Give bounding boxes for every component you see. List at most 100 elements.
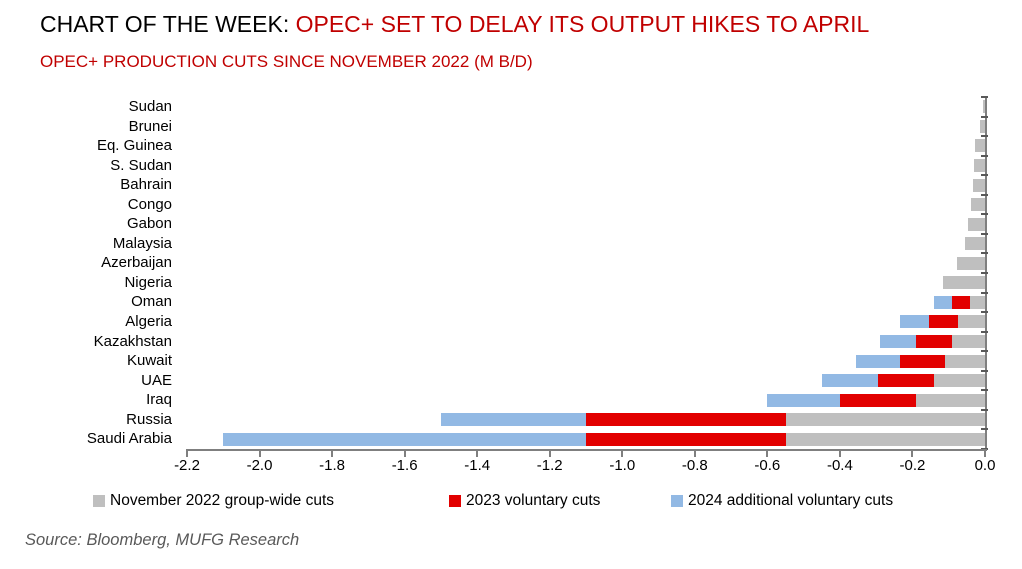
source-note: Source: Bloomberg, MUFG Research — [25, 531, 300, 549]
x-axis-tick-label: -0.8 — [681, 457, 708, 474]
bar-row — [187, 276, 985, 290]
bar-segment-gray-sudan — [983, 100, 985, 114]
bar-row — [187, 432, 985, 446]
bar-row — [187, 374, 985, 388]
country-label: Gabon — [126, 215, 172, 233]
country-label: Algeria — [125, 313, 172, 331]
chart-subtitle: OPEC+ PRODUCTION CUTS SINCE NOVEMBER 202… — [40, 52, 533, 71]
x-axis-tick-label: -0.2 — [899, 457, 926, 474]
x-axis-line — [187, 449, 987, 451]
row-boundary-tick — [981, 252, 988, 255]
row-boundary-tick — [981, 428, 988, 431]
row-boundary-tick — [981, 232, 988, 235]
x-axis-tick — [403, 449, 406, 457]
bar-segment-gray-saudi-arabia — [785, 432, 985, 446]
row-boundary-tick — [981, 115, 988, 118]
row-boundary-tick — [981, 213, 988, 216]
x-axis-tick — [258, 449, 261, 457]
bar-row — [187, 198, 985, 212]
x-axis-tick — [838, 449, 841, 457]
bar-segment-gray-bahrain — [972, 178, 985, 192]
bar-segment-gray-nigeria — [943, 276, 985, 290]
bar-row — [187, 413, 985, 427]
x-axis-tick — [766, 449, 769, 457]
x-axis-tick — [693, 449, 696, 457]
country-label: Azerbaijan — [101, 254, 172, 272]
row-boundary-tick — [981, 389, 988, 392]
bar-segment-red-saudi-arabia — [586, 432, 786, 446]
country-label: Eq. Guinea — [96, 137, 172, 155]
row-boundary-tick — [981, 154, 988, 157]
bar-row — [187, 256, 985, 270]
x-axis-tick — [548, 449, 551, 457]
bar-segment-blue-uae — [821, 374, 878, 388]
bar-segment-blue-iraq — [767, 393, 840, 407]
country-label: Nigeria — [124, 273, 172, 291]
chart-legend: November 2022 group-wide cuts 2023 volunt… — [0, 492, 1022, 512]
country-label: Sudan — [128, 98, 172, 115]
country-label: Kuwait — [126, 352, 172, 370]
bar-segment-blue-kuwait — [856, 354, 900, 368]
bar-segment-gray-oman — [970, 295, 985, 309]
country-label: Bahrain — [120, 176, 172, 194]
bar-segment-blue-oman — [934, 295, 953, 309]
bar-segment-gray-algeria — [957, 315, 985, 329]
bar-segment-gray-azerbaijan — [957, 256, 985, 270]
country-label: Kazakhstan — [93, 332, 172, 350]
row-boundary-tick — [981, 291, 988, 294]
bar-segment-red-kazakhstan — [916, 334, 953, 348]
country-label: Russia — [126, 410, 172, 428]
legend-item: November 2022 group-wide cuts — [93, 492, 334, 510]
zero-axis-line — [985, 97, 987, 451]
bar-segment-red-iraq — [839, 393, 917, 407]
title-prefix: CHART OF THE WEEK: — [40, 11, 296, 37]
x-axis-tick-label: -1.2 — [536, 457, 563, 474]
bar-segment-red-russia — [586, 413, 786, 427]
country-label: Brunei — [128, 117, 172, 135]
bar-segment-gray-brunei — [979, 119, 985, 133]
x-axis-tick-label: 0.0 — [974, 457, 996, 474]
bar-segment-red-kuwait — [899, 354, 946, 368]
bar-segment-blue-algeria — [899, 315, 929, 329]
row-boundary-tick — [981, 350, 988, 353]
bar-segment-gray-gabon — [967, 217, 985, 231]
bar-row — [187, 139, 985, 153]
row-boundary-tick — [981, 272, 988, 274]
bar-segment-gray-iraq — [916, 393, 985, 407]
row-boundary-tick — [981, 330, 988, 333]
bar-segment-red-oman — [952, 295, 971, 309]
bar-segment-gray-russia — [785, 413, 985, 427]
x-axis-tick-label: -1.0 — [609, 457, 636, 474]
legend-swatch-icon — [671, 495, 683, 507]
x-axis-tick — [476, 449, 479, 457]
bar-row — [187, 100, 985, 114]
country-label: Oman — [131, 293, 172, 311]
y-axis-category-labels: Sudan Brunei Eq. Guinea S. Sudan Bahrain Cong… — [0, 97, 172, 449]
bar-segment-blue-russia — [440, 413, 586, 427]
bar-segment-gray-kuwait — [945, 354, 985, 368]
x-axis-tick — [911, 449, 914, 457]
x-axis-tick — [621, 449, 624, 457]
bar-row — [187, 354, 985, 368]
bar-row — [187, 217, 985, 231]
legend-swatch-icon — [449, 495, 461, 507]
bar-segment-gray-congo — [971, 198, 985, 212]
bar-segment-red-algeria — [928, 315, 958, 329]
bar-row — [187, 295, 985, 309]
bar-segment-blue-saudi-arabia — [223, 432, 586, 446]
bar-row — [187, 178, 985, 192]
bar-segment-blue-kazakhstan — [879, 334, 917, 348]
row-boundary-tick — [981, 311, 988, 314]
row-boundary-tick — [981, 96, 988, 98]
x-axis-tick — [984, 449, 986, 457]
country-label: Iraq — [146, 391, 172, 409]
bar-segment-gray-kazakhstan — [952, 334, 985, 348]
x-axis-tick-label: -0.4 — [826, 457, 853, 474]
row-boundary-tick — [981, 135, 988, 138]
bar-row — [187, 237, 985, 251]
country-label: Malaysia — [112, 234, 172, 252]
row-boundary-tick — [981, 369, 988, 372]
legend-label: 2023 voluntary cuts — [466, 492, 601, 509]
legend-swatch-icon — [93, 495, 105, 507]
bar-segment-gray-s-sudan — [974, 158, 985, 172]
